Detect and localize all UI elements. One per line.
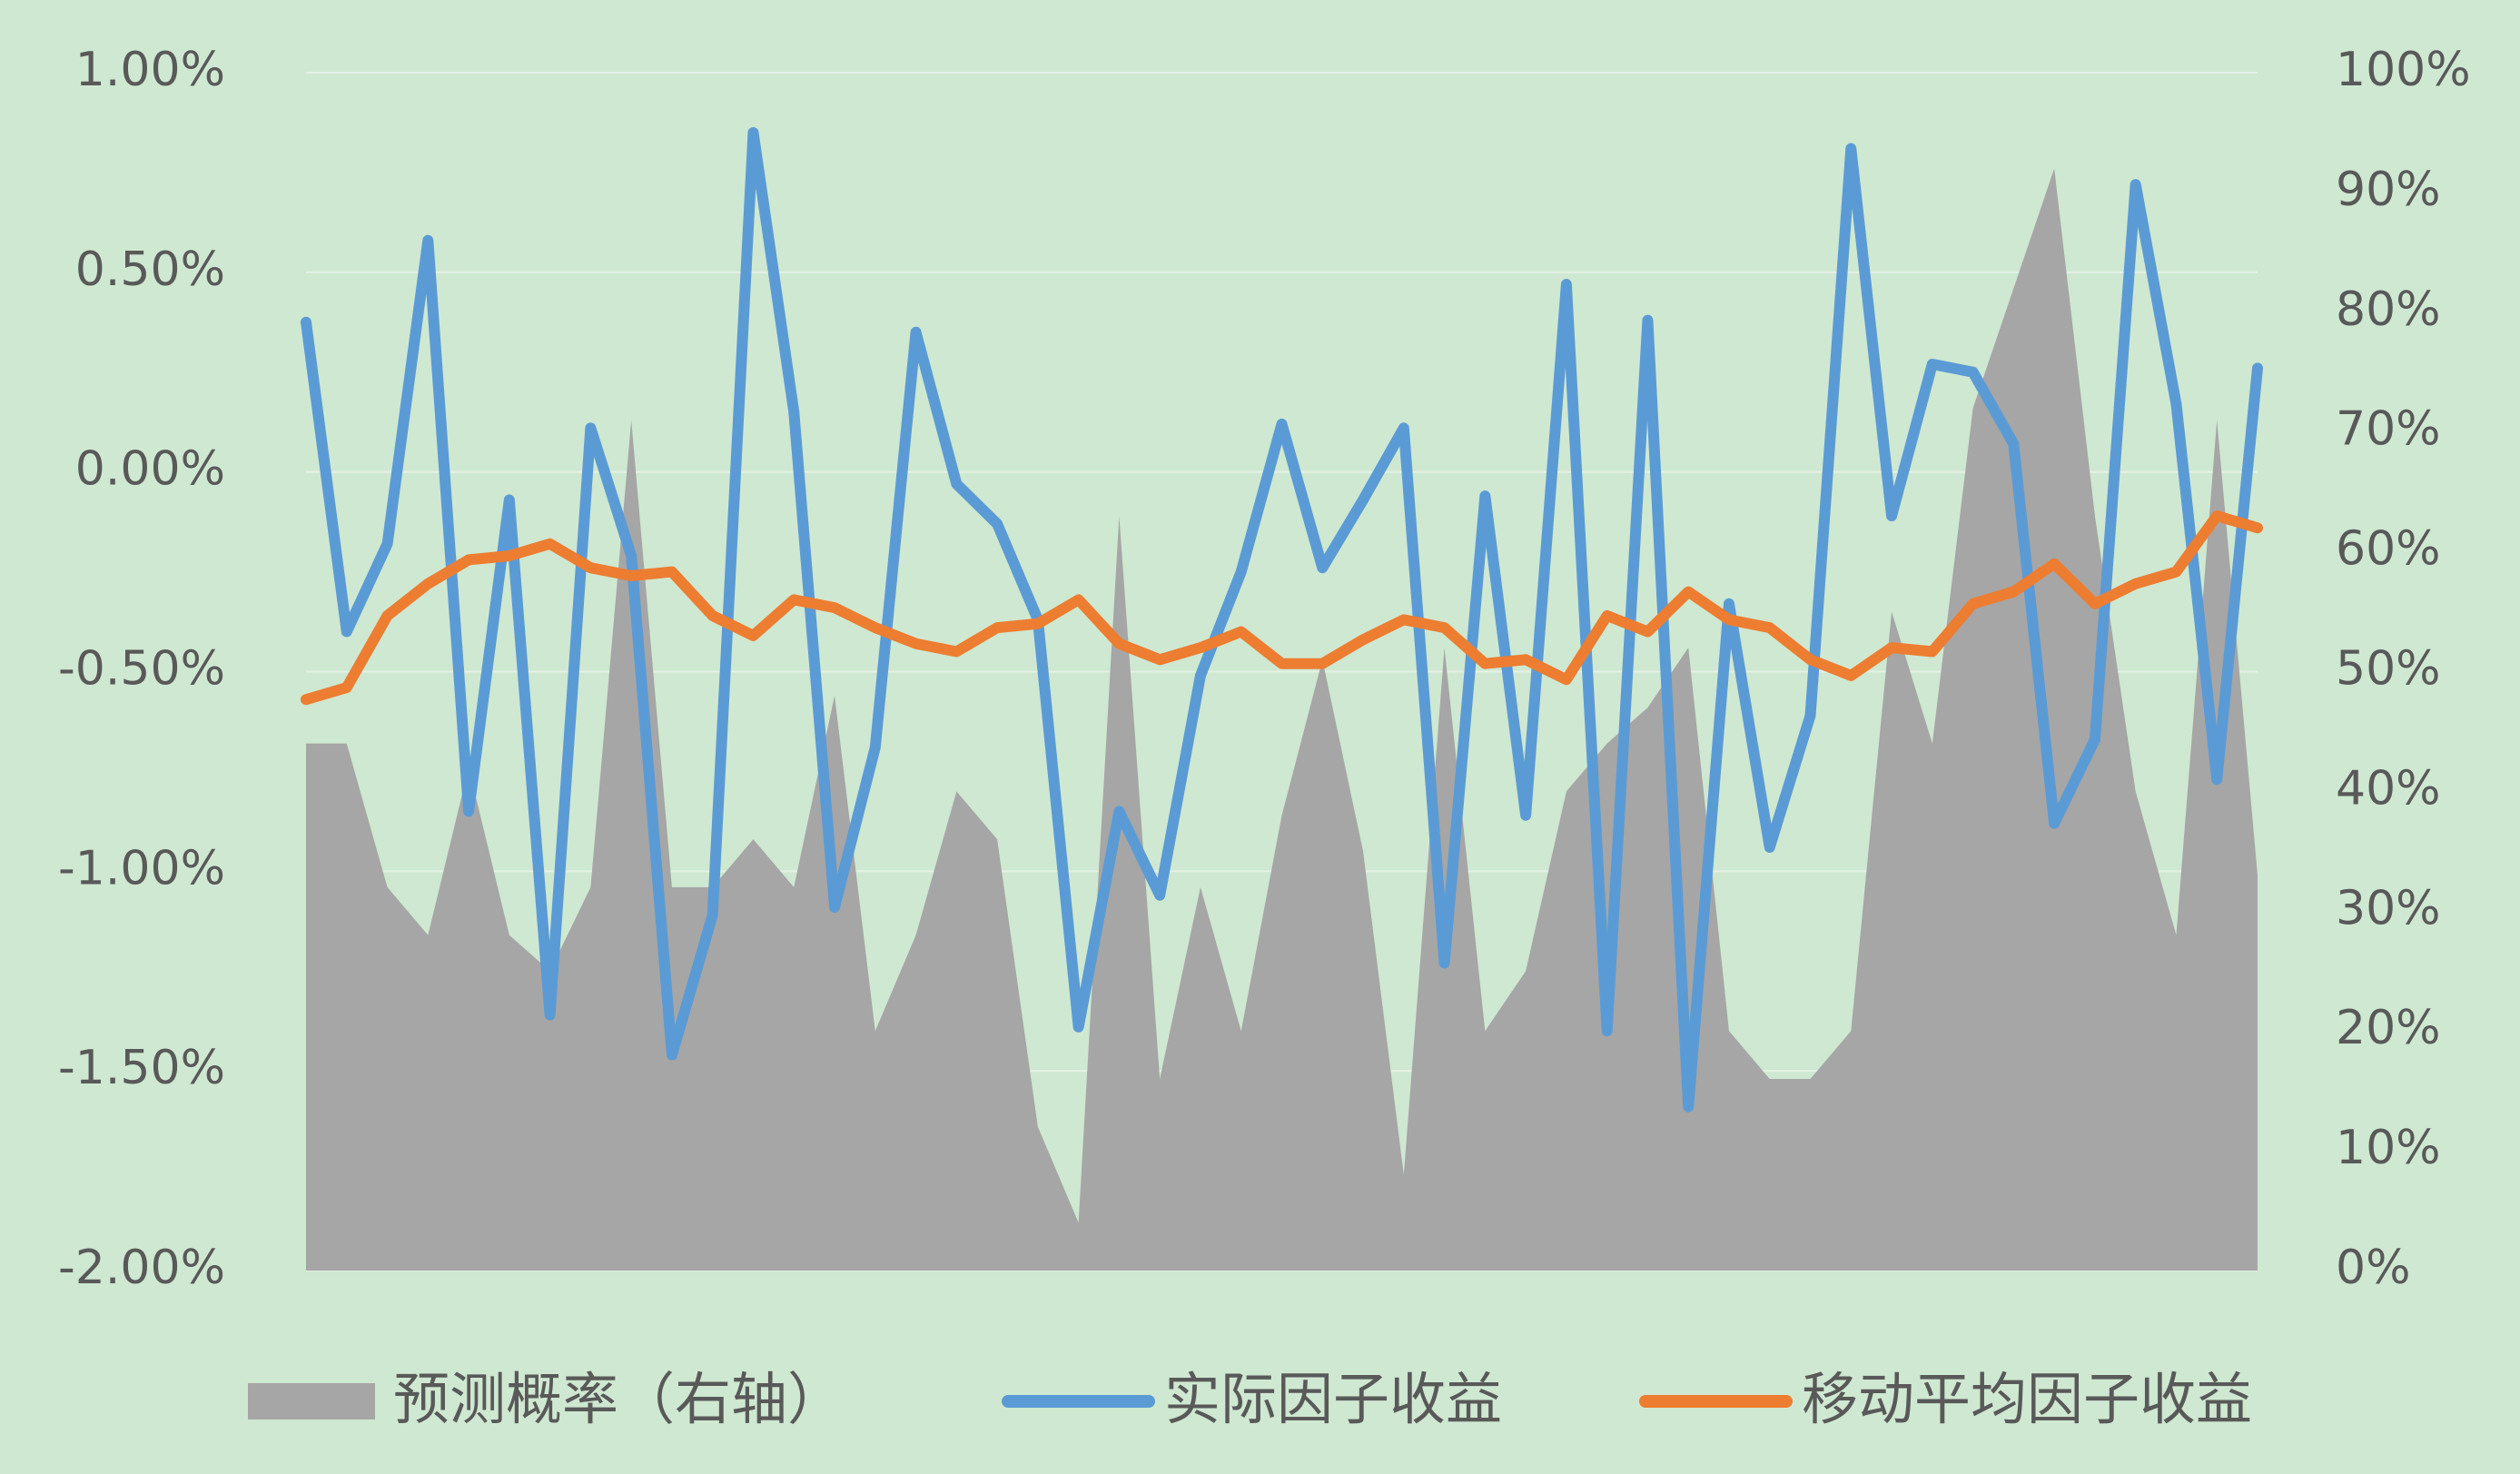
y2-tick-label: 90% xyxy=(2336,163,2441,217)
y-tick-label: -0.50% xyxy=(58,642,225,697)
y2-tick-label: 50% xyxy=(2336,642,2441,697)
y-tick-label: -2.00% xyxy=(58,1241,225,1295)
line xyxy=(301,510,2263,706)
area xyxy=(306,168,2258,1271)
y-tick-label: 1.00% xyxy=(75,43,225,97)
y2-tick-label: 80% xyxy=(2336,282,2441,337)
y2-tick-label: 10% xyxy=(2336,1121,2441,1175)
legend-label: 实际因子收益 xyxy=(1164,1366,1502,1432)
y2-tick-label: 0% xyxy=(2336,1241,2411,1295)
legend-swatch xyxy=(248,1383,375,1420)
y-tick-label: -1.00% xyxy=(58,841,225,895)
y2-tick-label: 40% xyxy=(2336,761,2441,816)
y2-tick-label: 60% xyxy=(2336,522,2441,577)
y2-tick-label: 30% xyxy=(2336,881,2441,935)
legend-label: 预测概率（右轴） xyxy=(393,1366,844,1432)
legend-label: 移动平均因子收益 xyxy=(1802,1366,2252,1432)
y-tick-label: 0.00% xyxy=(75,442,225,497)
line xyxy=(301,126,2263,1113)
y-tick-label: 0.50% xyxy=(75,242,225,297)
y2-tick-label: 100% xyxy=(2336,43,2471,97)
y2-tick-label: 70% xyxy=(2336,402,2441,457)
y2-tick-label: 20% xyxy=(2336,1001,2441,1055)
y-tick-label: -1.50% xyxy=(58,1041,225,1095)
